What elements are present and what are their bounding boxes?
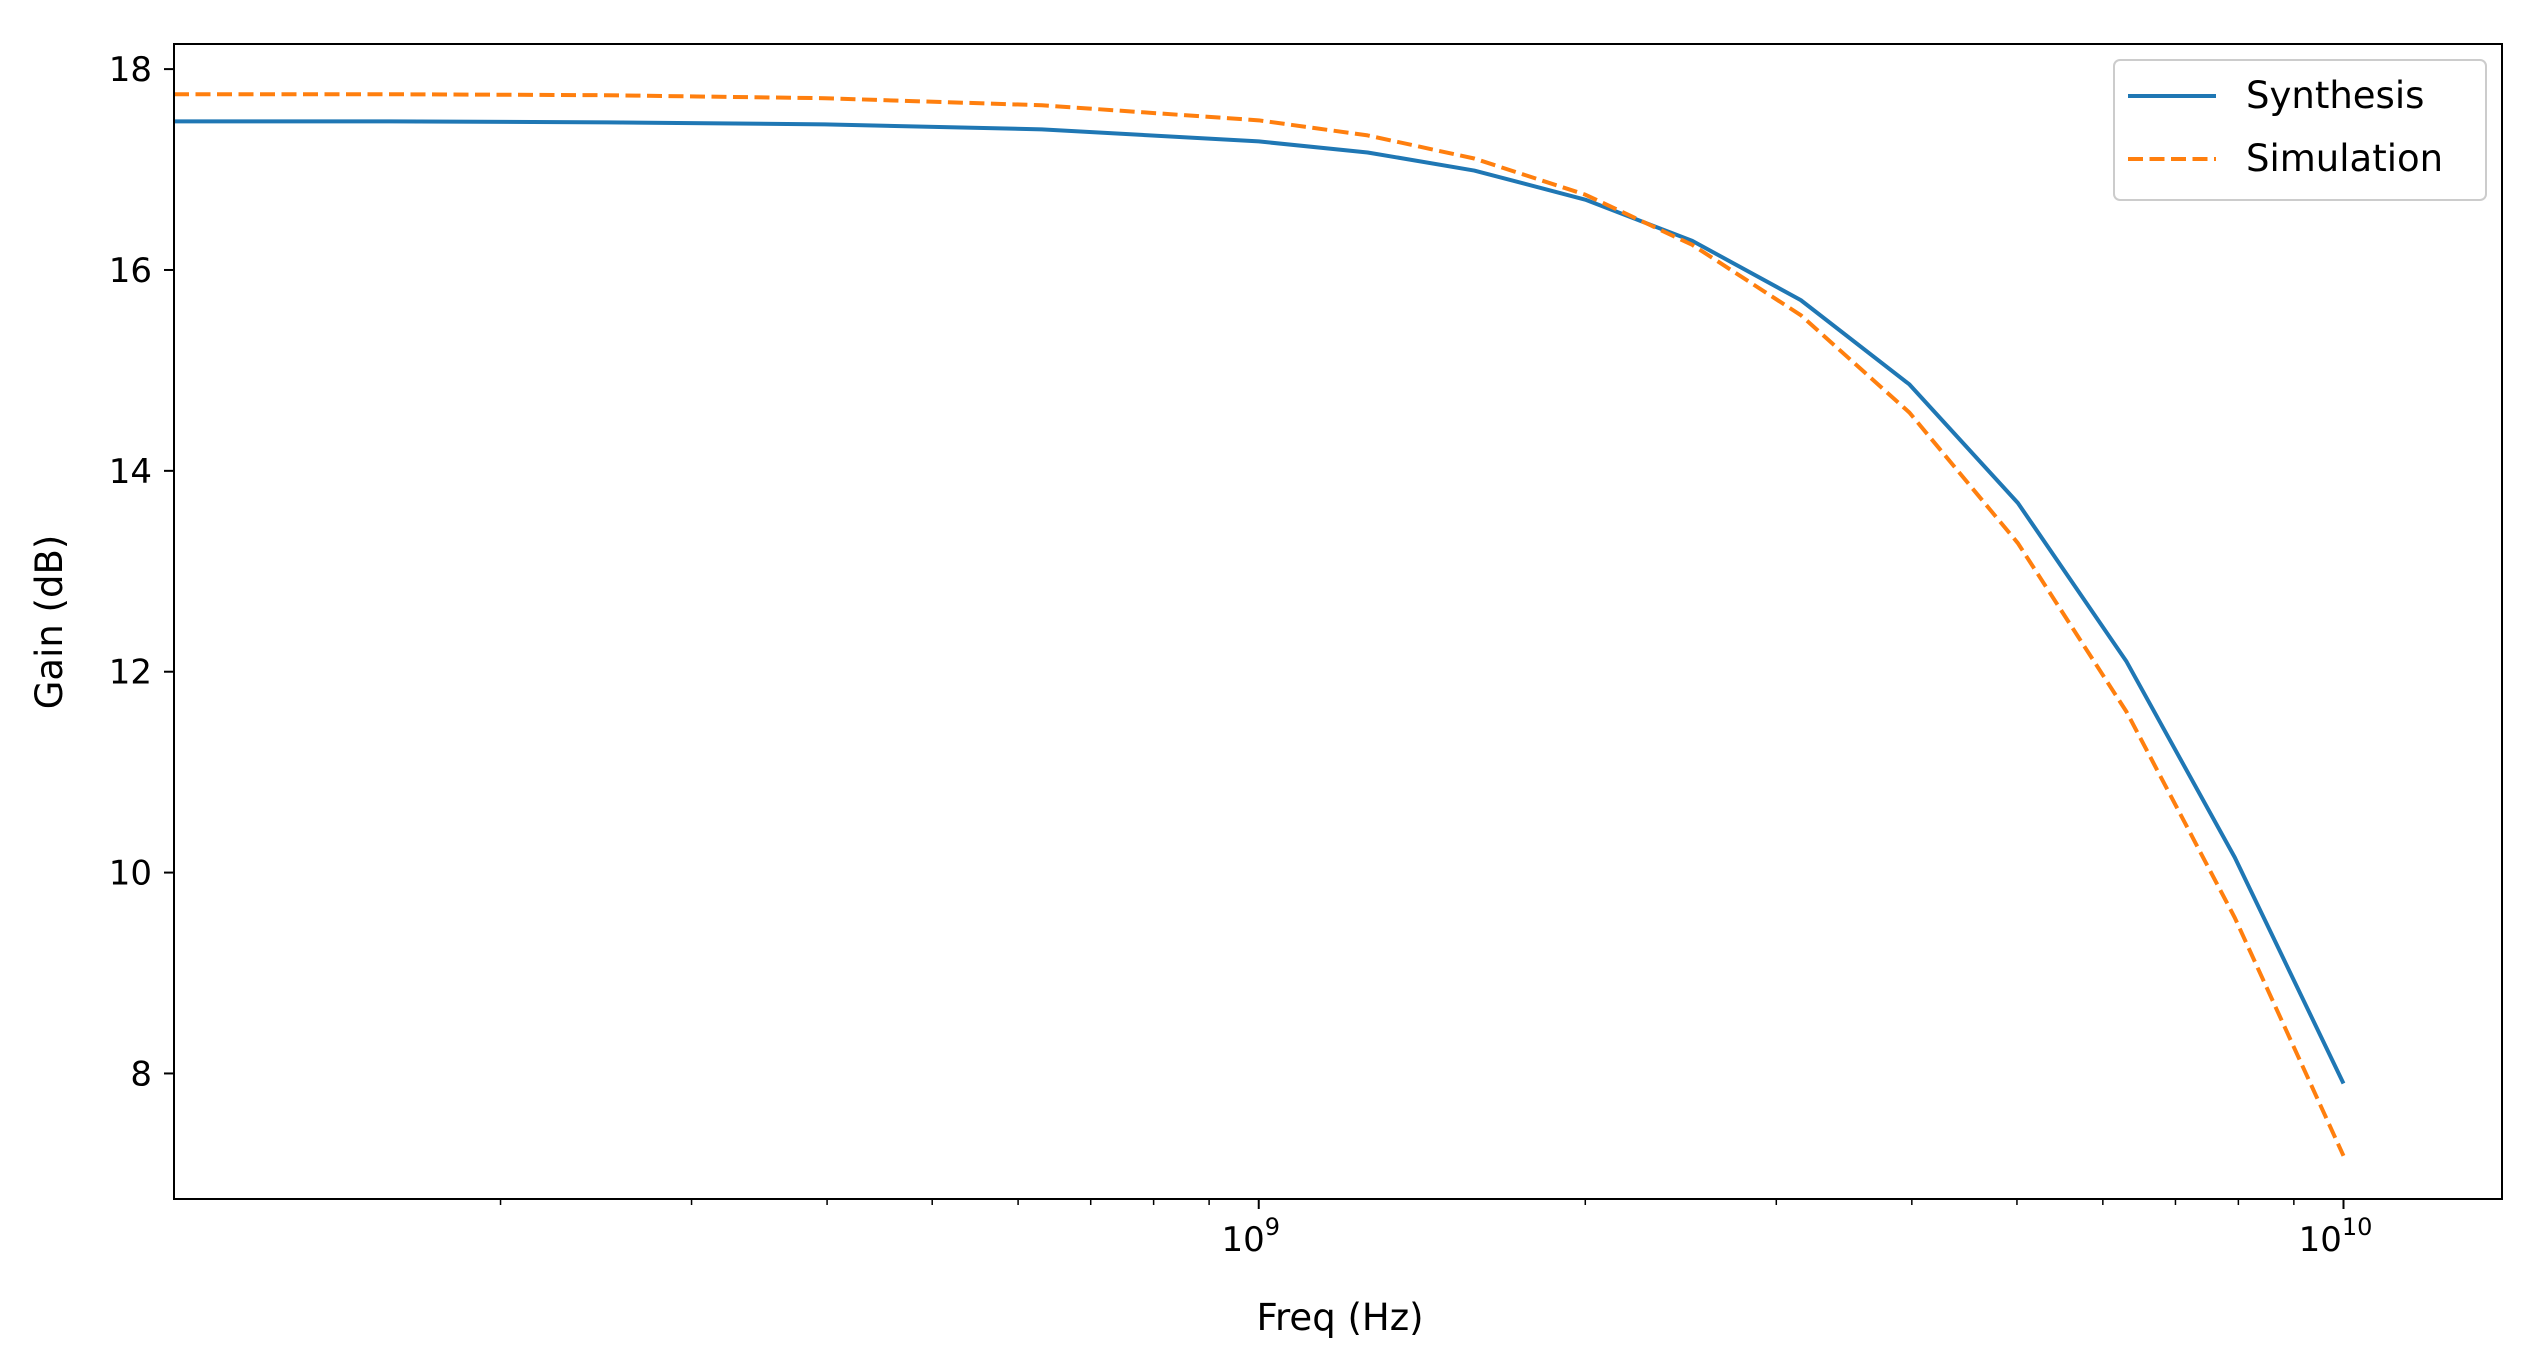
x-axis-label: Freq (Hz) (1256, 1296, 1423, 1339)
legend: Synthesis Simulation (2113, 59, 2487, 201)
y-tick-label: 16 (109, 251, 152, 291)
axis-ticks: 8 10 12 14 16 18 109 1010 (109, 50, 2373, 1260)
x-tick-label: 109 (1221, 1213, 1280, 1260)
series-line-synthesis (174, 119, 2346, 1085)
x-tick-label: 1010 (2299, 1213, 2373, 1260)
y-tick-label: 10 (109, 854, 152, 894)
series-line-simulation (174, 92, 2346, 1157)
y-tick-label: 8 (130, 1054, 152, 1094)
legend-label-synthesis: Synthesis (2246, 74, 2424, 117)
y-tick-label: 12 (109, 653, 152, 693)
axes-frame (173, 43, 2503, 1200)
y-axis-label: Gain (dB) (28, 535, 71, 710)
y-tick-label: 14 (109, 452, 152, 492)
y-tick-label: 18 (109, 50, 152, 90)
legend-label-simulation: Simulation (2246, 137, 2443, 180)
plot-area (174, 92, 2346, 1157)
